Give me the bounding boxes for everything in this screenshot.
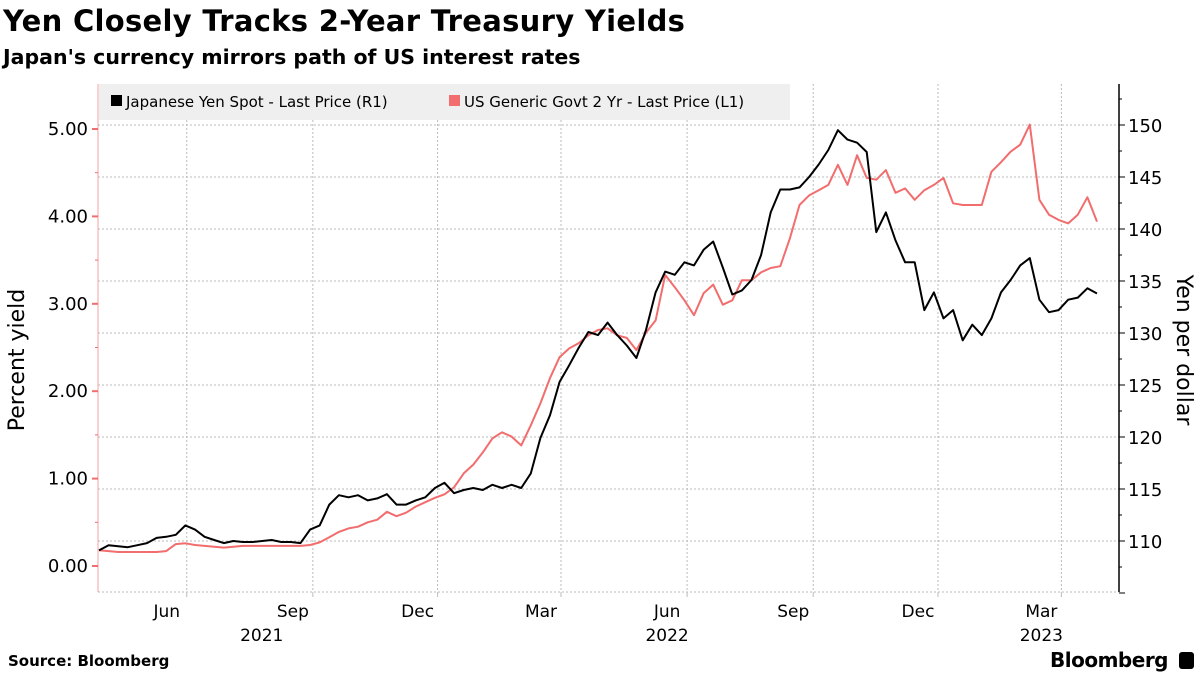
left-tick-label: 0.00 xyxy=(48,556,88,577)
right-tick-label: 130 xyxy=(1128,324,1162,345)
series-lines xyxy=(98,123,1098,553)
x-year-label: 2022 xyxy=(645,626,688,646)
left-tick-label: 1.00 xyxy=(48,469,88,490)
legend-label-yield: US Generic Govt 2 Yr - Last Price (L1) xyxy=(464,93,744,111)
x-year-label: 2021 xyxy=(240,626,283,646)
brand-logo: Bloomberg xyxy=(1050,648,1168,672)
left-tick-label: 3.00 xyxy=(48,294,88,315)
x-tick-label: Jun xyxy=(152,602,180,622)
legend-swatch-yen xyxy=(111,95,122,106)
gridlines xyxy=(98,84,1119,593)
legend: Japanese Yen Spot - Last Price (R1) US G… xyxy=(99,84,790,120)
x-tick-label: Sep xyxy=(777,602,809,622)
legend-label-yen: Japanese Yen Spot - Last Price (R1) xyxy=(125,93,388,111)
right-tick-label: 115 xyxy=(1128,480,1162,501)
right-tick-label: 125 xyxy=(1128,376,1162,397)
right-tick-label: 150 xyxy=(1128,116,1162,137)
right-tick-label: 135 xyxy=(1128,272,1162,293)
x-tick-label: Jun xyxy=(653,602,681,622)
source-note: Source: Bloomberg xyxy=(8,652,170,670)
right-axis-label: Yen per dollar xyxy=(1171,274,1196,427)
chart-subtitle: Japan's currency mirrors path of US inte… xyxy=(3,45,581,69)
axes: Jun 2021 Sep Dec Mar Jun 2022 Sep Dec Mar 2023 0.00… xyxy=(48,84,1162,646)
x-tick-label: Mar xyxy=(1025,602,1057,622)
left-tick-label: 4.00 xyxy=(48,206,88,227)
left-tick-label: 5.00 xyxy=(48,119,88,140)
right-tick-label: 110 xyxy=(1128,532,1162,553)
x-tick-label: Dec xyxy=(401,602,434,622)
x-tick-label: Mar xyxy=(525,602,557,622)
chart-title: Yen Closely Tracks 2-Year Treasury Yield… xyxy=(3,4,686,38)
x-year-label: 2023 xyxy=(1020,626,1063,646)
legend-background xyxy=(99,84,790,120)
right-tick-label: 145 xyxy=(1128,168,1162,189)
right-tick-label: 140 xyxy=(1128,220,1162,241)
us-2yr-yield-line xyxy=(98,123,1098,553)
right-tick-label: 120 xyxy=(1128,428,1162,449)
left-axis-label: Percent yield xyxy=(5,289,30,432)
legend-swatch-yield xyxy=(449,95,460,106)
x-tick-label: Dec xyxy=(902,602,935,622)
yen-spot-line xyxy=(98,129,1098,552)
x-tick-label: Sep xyxy=(277,602,309,622)
bloomberg-chart-icon xyxy=(1179,652,1194,669)
yen-data-points xyxy=(98,129,1098,551)
left-tick-label: 2.00 xyxy=(48,381,88,402)
